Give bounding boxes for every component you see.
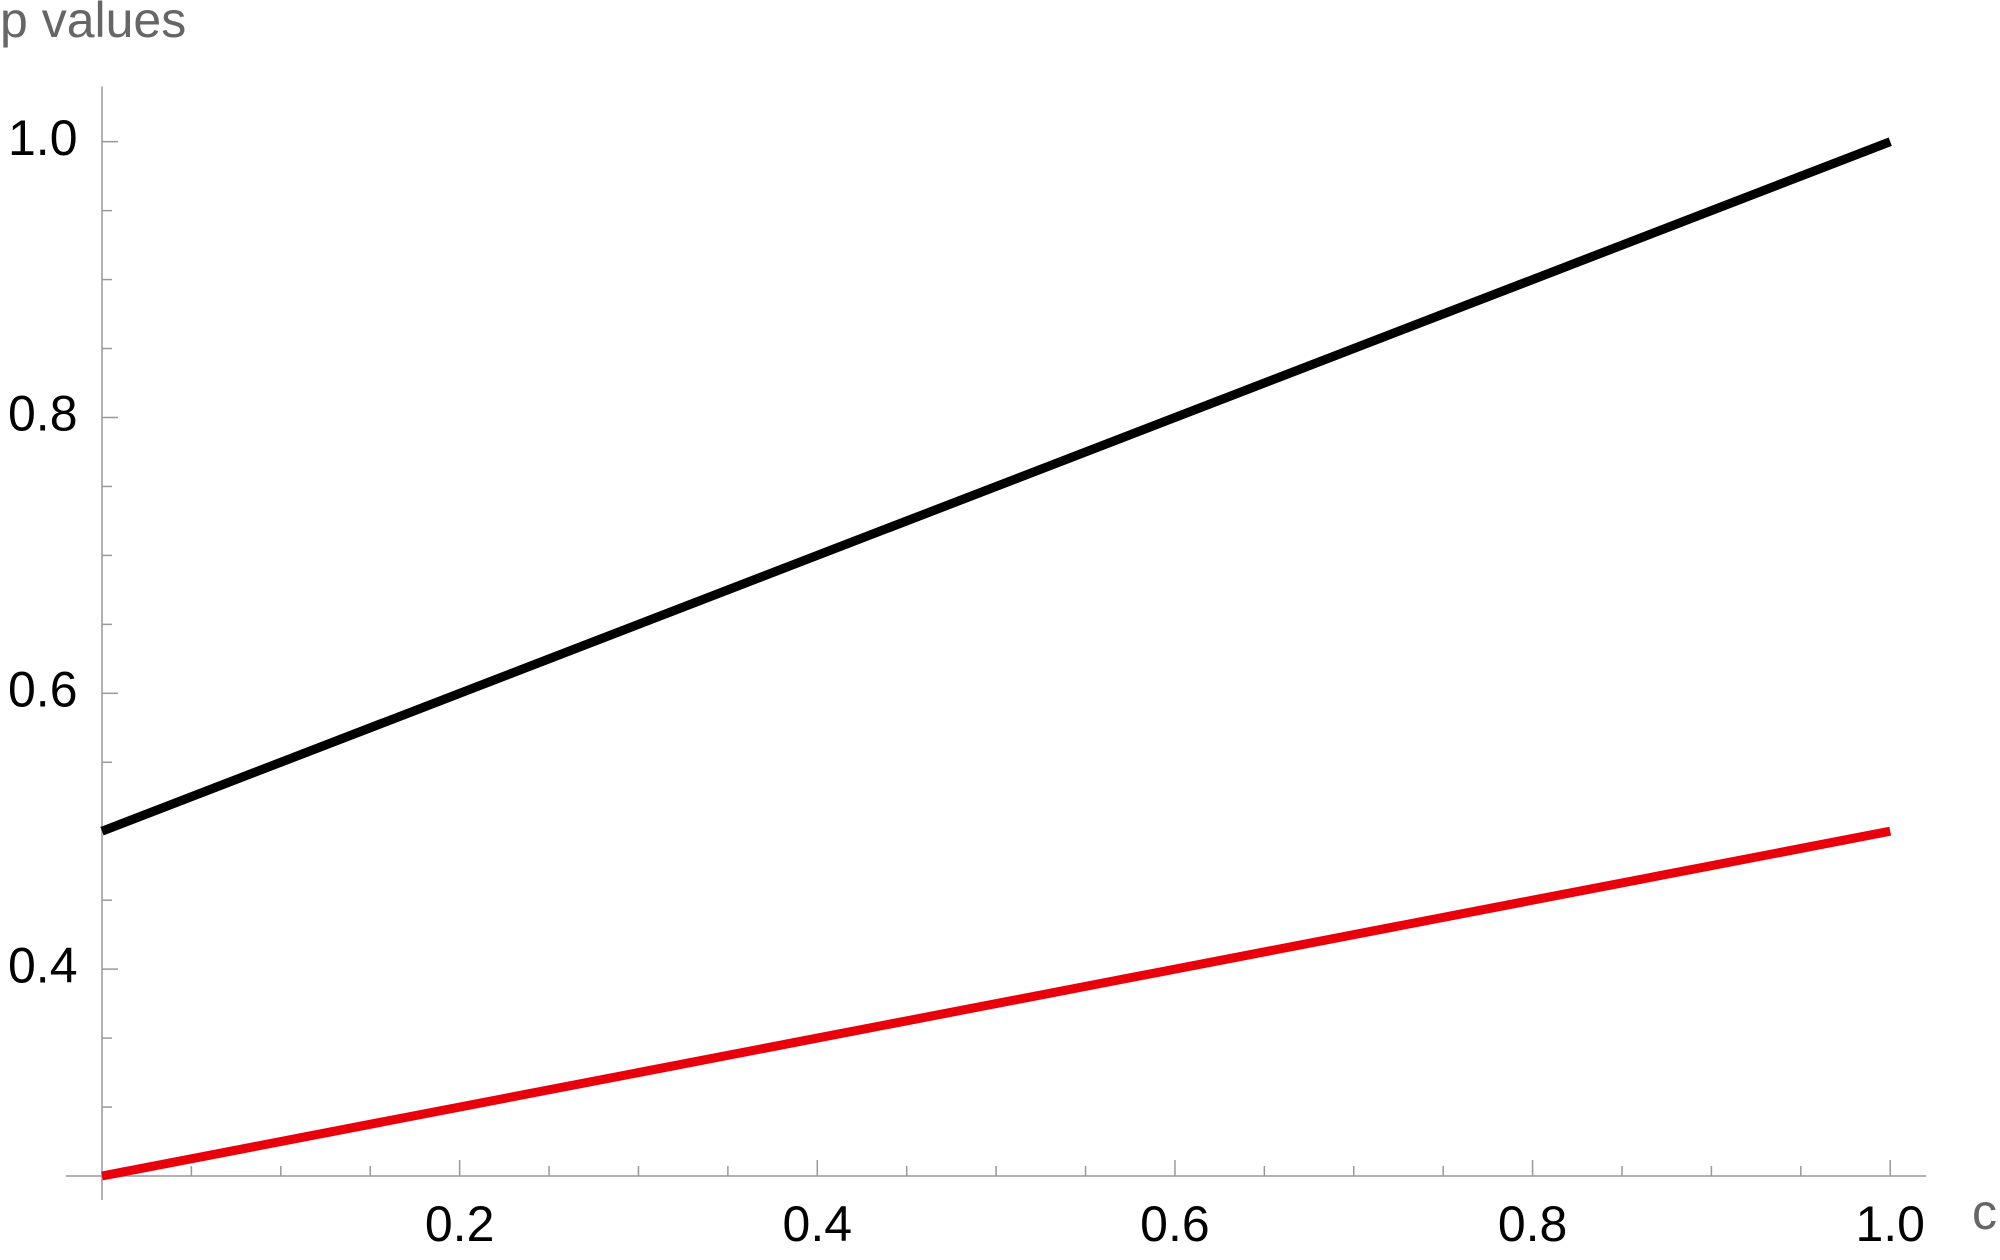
x-tick-label: 0.2 [425,1196,495,1252]
y-axis-label: p values [0,0,186,48]
data-line [100,137,1892,836]
y-tick-label: 1.0 [8,110,78,166]
y-tick-label: 0.8 [8,386,78,442]
x-tick-label: 0.6 [1140,1196,1210,1252]
x-tick-label: 0.4 [783,1196,853,1252]
data-line [101,826,1892,1181]
x-tick-label: 0.8 [1498,1196,1568,1252]
x-tick-label: 1.0 [1855,1196,1925,1252]
y-tick-label: 0.4 [8,937,78,993]
y-tick-label: 0.6 [8,662,78,718]
x-axis-label: c [1972,1184,1997,1240]
